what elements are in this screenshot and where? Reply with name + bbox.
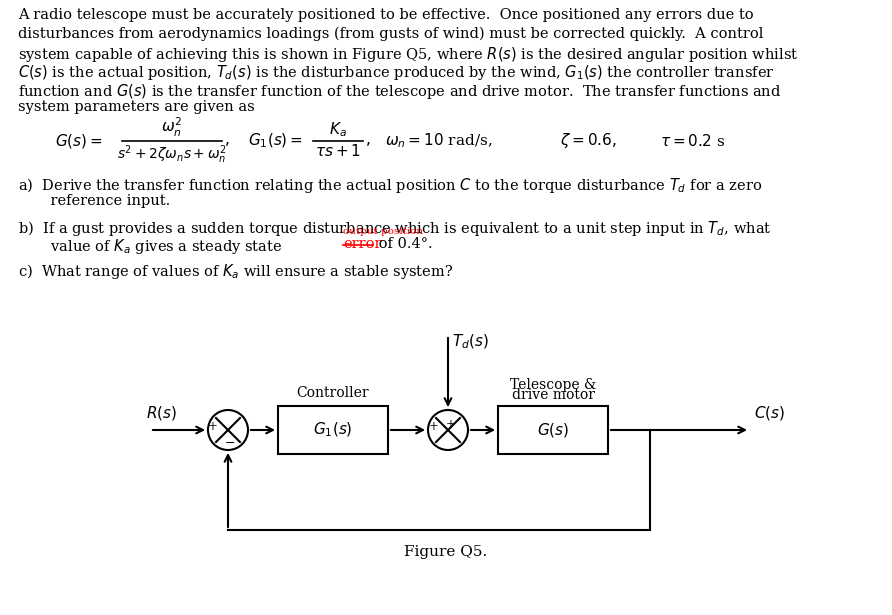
Text: $\omega_n = 10$ rad/s,: $\omega_n = 10$ rad/s, xyxy=(385,132,492,150)
Text: Telescope &: Telescope & xyxy=(510,378,596,392)
Text: output position: output position xyxy=(343,228,423,237)
Text: system capable of achieving this is shown in Figure Q5, where $R(s)$ is the desi: system capable of achieving this is show… xyxy=(18,45,798,64)
Text: $K_a$: $K_a$ xyxy=(329,121,347,139)
Text: a)  Derive the transfer function relating the actual position $C$ to the torque : a) Derive the transfer function relating… xyxy=(18,176,763,195)
Text: $T_d(s)$: $T_d(s)$ xyxy=(452,333,489,351)
Text: $G(s)$: $G(s)$ xyxy=(537,421,569,439)
Text: $R(s)$: $R(s)$ xyxy=(146,404,178,422)
Text: $C(s)$ is the actual position, $T_d(s)$ is the disturbance produced by the wind,: $C(s)$ is the actual position, $T_d(s)$ … xyxy=(18,63,774,82)
Text: drive motor: drive motor xyxy=(511,388,594,402)
Text: $,$: $,$ xyxy=(365,134,370,148)
Text: $\zeta = 0.6,$: $\zeta = 0.6,$ xyxy=(560,132,616,151)
Text: $,$: $,$ xyxy=(224,134,229,148)
Text: $G(s) =$: $G(s) =$ xyxy=(55,132,103,150)
Text: of 0.4°.: of 0.4°. xyxy=(374,237,433,252)
Text: Controller: Controller xyxy=(297,386,369,400)
Bar xyxy=(498,406,608,454)
Text: +: + xyxy=(208,419,218,432)
Text: Figure Q5.: Figure Q5. xyxy=(404,545,488,559)
Text: disturbances from aerodynamics loadings (from gusts of wind) must be corrected q: disturbances from aerodynamics loadings … xyxy=(18,26,764,41)
Text: +: + xyxy=(446,418,456,432)
Text: value of $K_a$ gives a steady state: value of $K_a$ gives a steady state xyxy=(32,237,283,256)
Text: $\tau = 0.2$ s: $\tau = 0.2$ s xyxy=(660,133,725,149)
Text: system parameters are given as: system parameters are given as xyxy=(18,100,255,114)
Text: $G_1(s)$: $G_1(s)$ xyxy=(313,421,352,439)
Text: $C(s)$: $C(s)$ xyxy=(754,404,785,422)
Bar xyxy=(278,406,388,454)
Text: b)  If a gust provides a sudden torque disturbance which is equivalent to a unit: b) If a gust provides a sudden torque di… xyxy=(18,219,772,238)
Text: −: − xyxy=(225,437,235,450)
Text: A radio telescope must be accurately positioned to be effective.  Once positione: A radio telescope must be accurately pos… xyxy=(18,8,754,22)
Text: error: error xyxy=(343,237,382,252)
Text: reference input.: reference input. xyxy=(32,194,170,208)
Text: +: + xyxy=(429,419,439,432)
Text: $G_1(s) =$: $G_1(s) =$ xyxy=(248,132,303,150)
Text: $\omega_n^2$: $\omega_n^2$ xyxy=(161,116,183,139)
Text: $\tau s + 1$: $\tau s + 1$ xyxy=(315,143,361,159)
Text: function and $G(s)$ is the transfer function of the telescope and drive motor.  : function and $G(s)$ is the transfer func… xyxy=(18,82,781,101)
Text: $s^2 + 2\zeta\omega_n s + \omega_n^2$: $s^2 + 2\zeta\omega_n s + \omega_n^2$ xyxy=(117,143,227,165)
Text: c)  What range of values of $K_a$ will ensure a stable system?: c) What range of values of $K_a$ will en… xyxy=(18,262,453,281)
